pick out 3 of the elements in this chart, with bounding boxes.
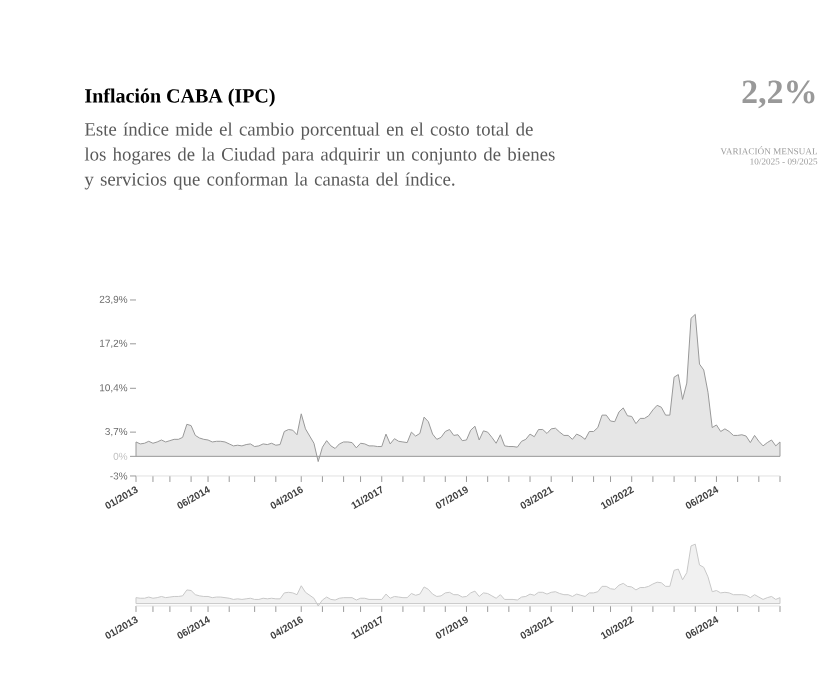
chart-title: Inflación CABA (IPC) [85,88,275,107]
text: 2,2% [742,80,815,109]
chart-subtitle: Este índice mide el cambio porcentual en el costo total de los hogares de la Ciudad para adquirir un conjunto de bienes y servicios que conforman la canasta del índice. [84,122,555,190]
